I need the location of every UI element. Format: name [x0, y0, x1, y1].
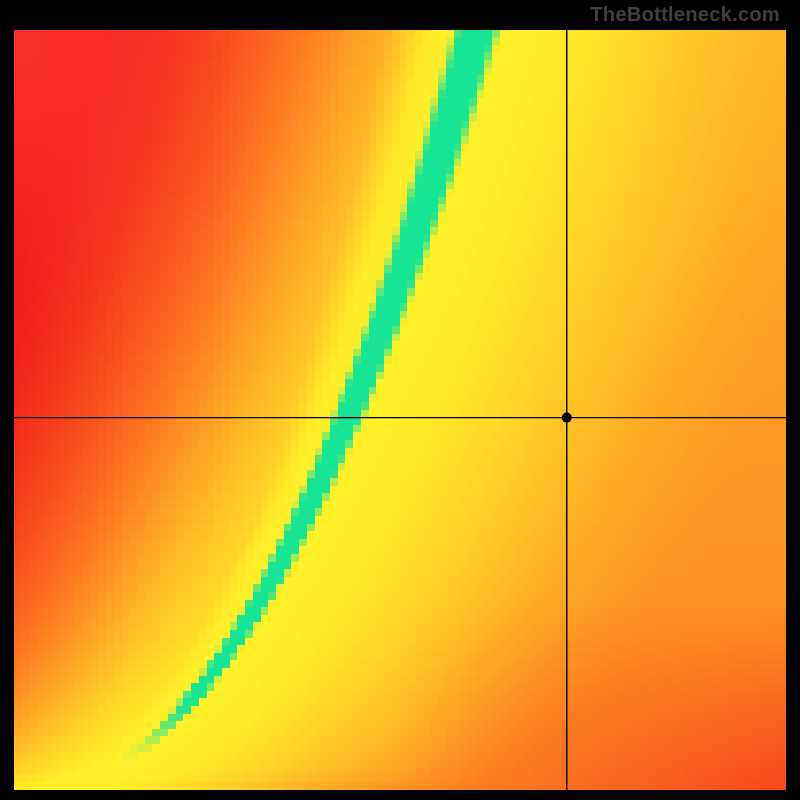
heatmap-canvas	[14, 30, 786, 790]
heatmap-plot	[14, 30, 786, 790]
watermark-text: TheBottleneck.com	[590, 4, 780, 27]
chart-container: TheBottleneck.com	[0, 0, 800, 800]
